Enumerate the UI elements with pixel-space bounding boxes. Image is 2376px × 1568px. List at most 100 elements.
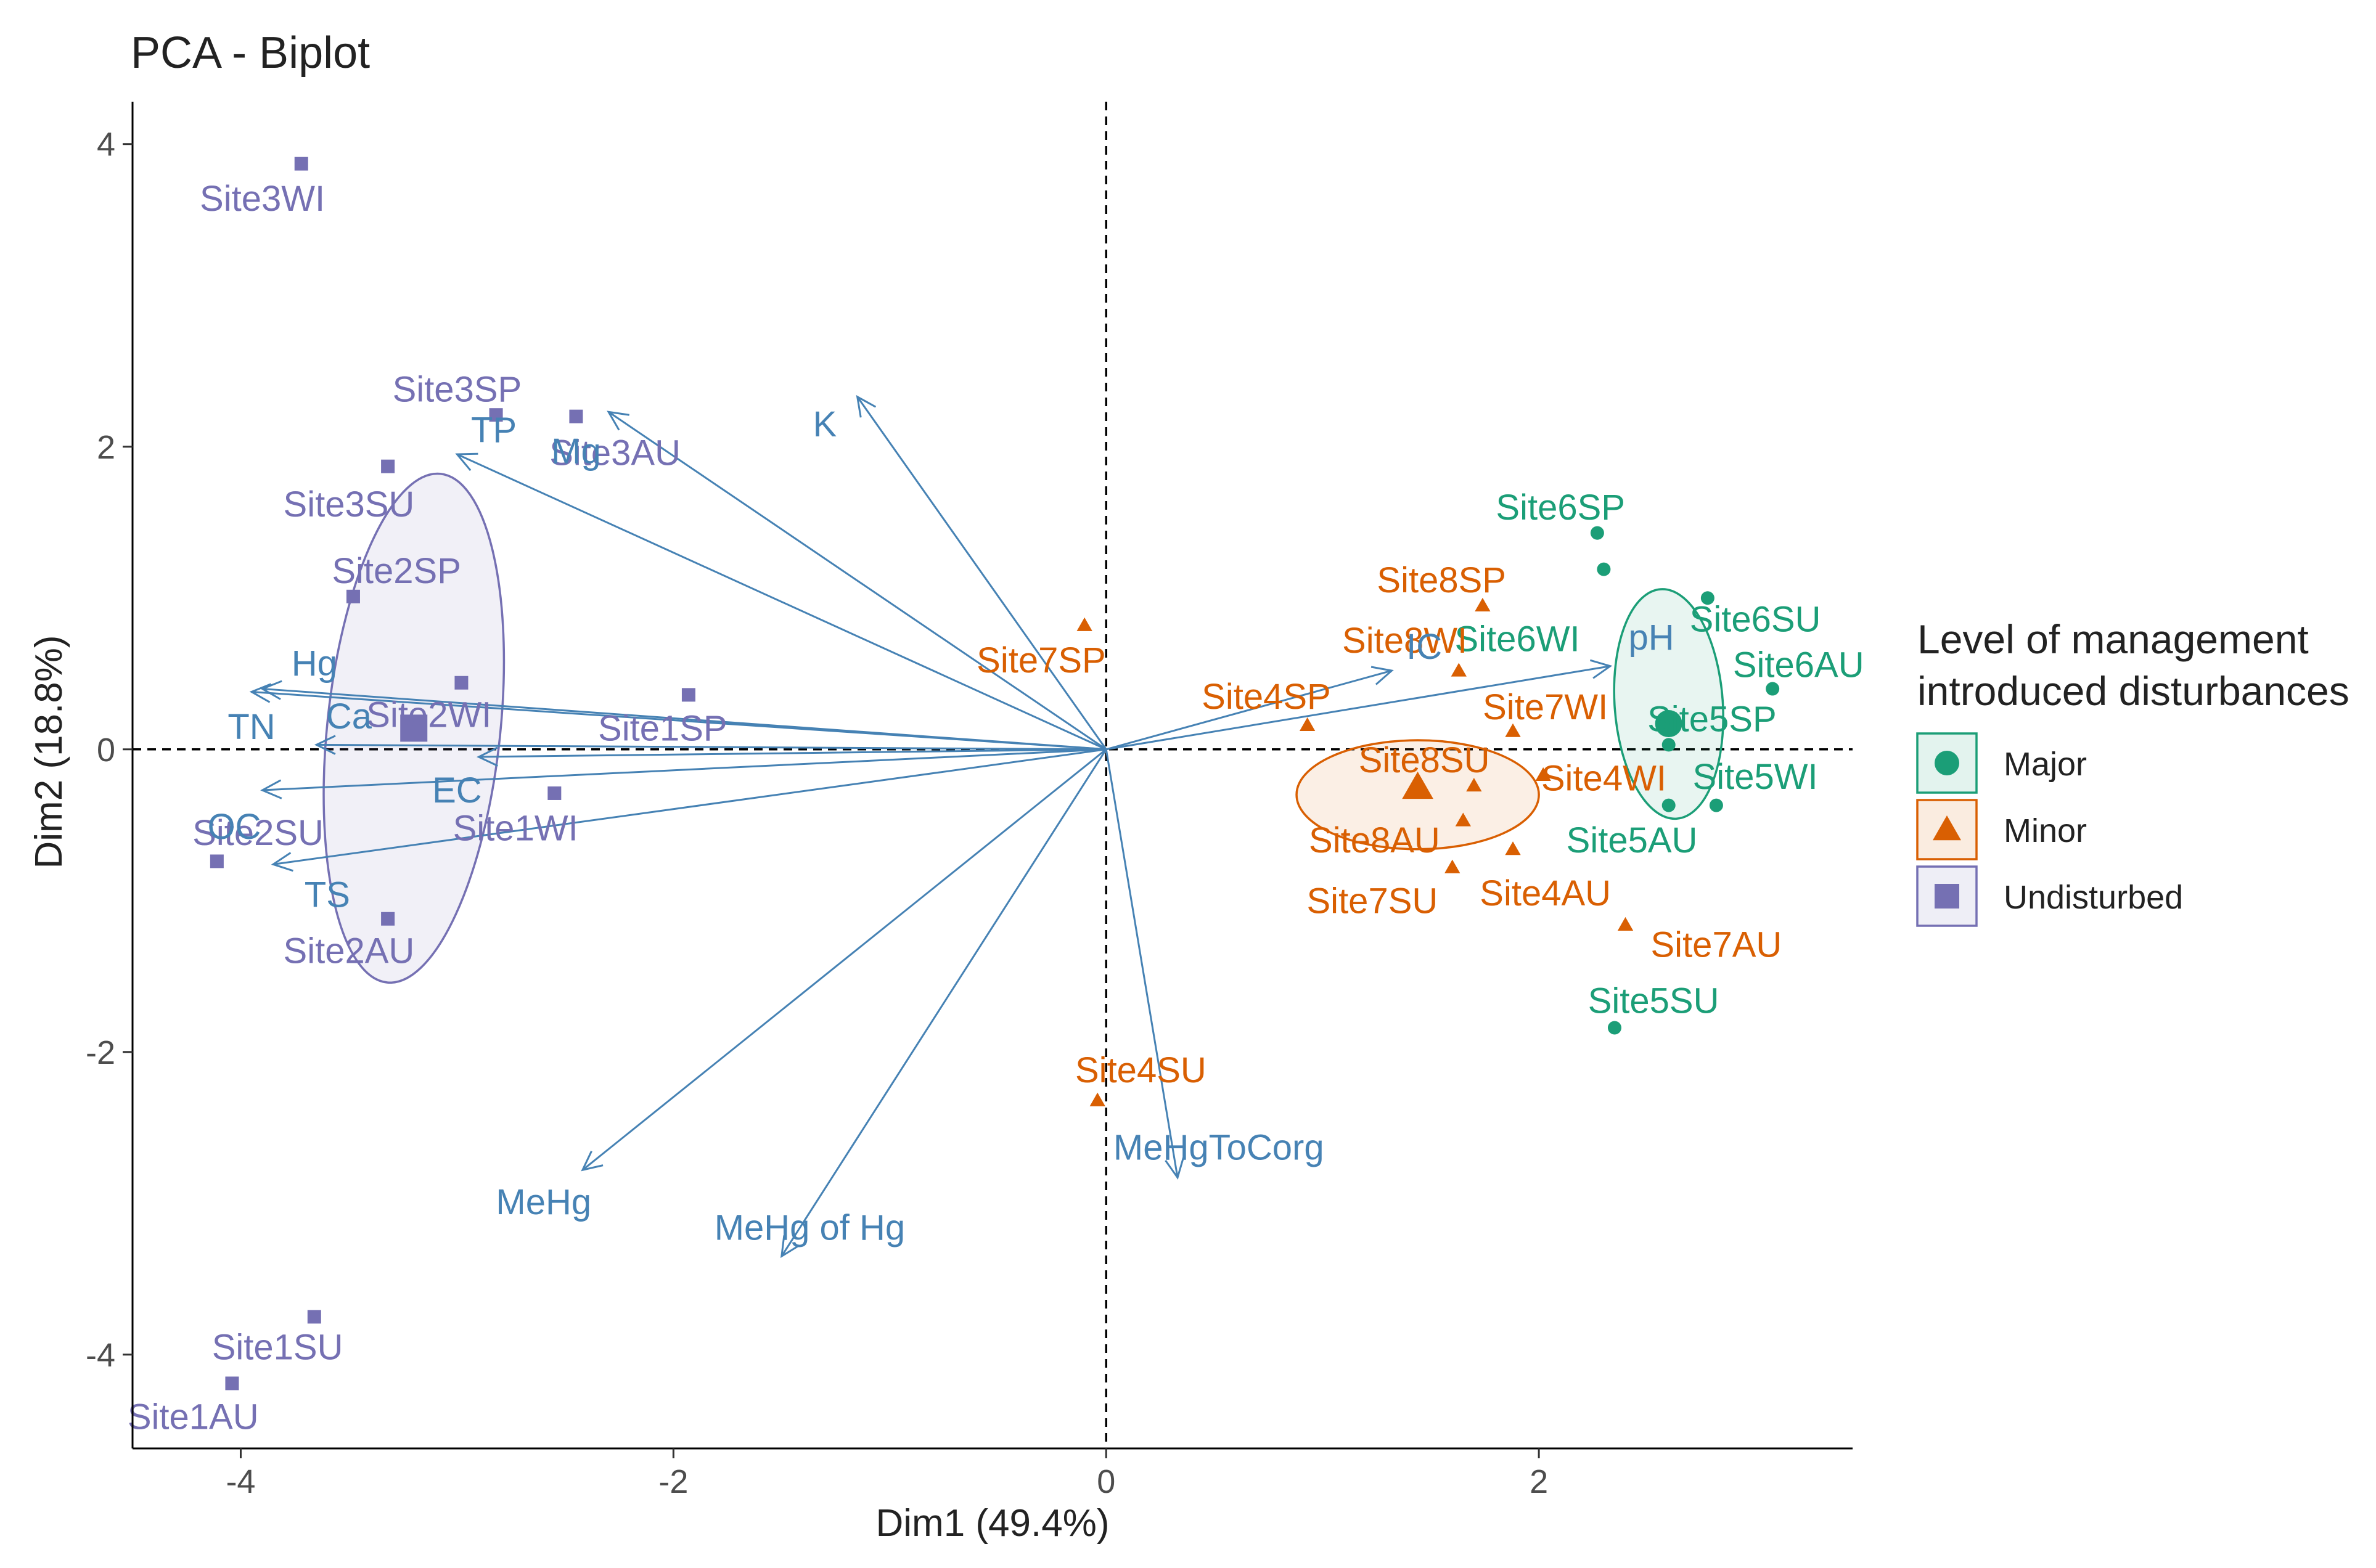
legend: Level of management introduced disturbanc… bbox=[1916, 616, 2349, 927]
variable-label: Mg bbox=[551, 431, 601, 472]
point-label: Site3SU bbox=[284, 484, 415, 525]
y-axis-label: Dim2 (18.8%) bbox=[28, 635, 70, 869]
point-label: Site6SP bbox=[1496, 488, 1625, 528]
point-label: Site5SU bbox=[1588, 981, 1719, 1021]
point-label: Site5SP bbox=[1647, 700, 1777, 740]
data-point-site6au bbox=[1766, 682, 1780, 696]
x-tick-label: 0 bbox=[1097, 1463, 1115, 1500]
legend-entry-label: Undisturbed bbox=[2004, 879, 2183, 916]
group-centroid-minor bbox=[1402, 771, 1433, 799]
arrow-head bbox=[581, 1150, 604, 1172]
arrow-head bbox=[271, 852, 293, 872]
data-point-site7au bbox=[1617, 917, 1634, 931]
variable-arrow-ec bbox=[478, 748, 1107, 758]
y-tick-label: -2 bbox=[86, 1034, 115, 1071]
point-label: Site2SU bbox=[192, 813, 324, 853]
variable-label: EC bbox=[432, 770, 482, 811]
variable-arrow-mehgtocorg bbox=[1105, 749, 1179, 1178]
point-label: Site6AU bbox=[1733, 645, 1864, 685]
arrow-head bbox=[856, 394, 877, 418]
confidence-ellipse-major bbox=[1613, 588, 1724, 820]
point-label: Site2AU bbox=[284, 931, 415, 971]
point-label: Site1WI bbox=[453, 808, 578, 848]
arrow-head bbox=[1589, 659, 1613, 679]
point-label: Site2WI bbox=[366, 695, 491, 735]
data-point-site8au bbox=[1455, 812, 1471, 827]
point-label: Site7WI bbox=[1483, 687, 1608, 727]
point-label: Site7SP bbox=[977, 640, 1106, 680]
point-label: Site7AU bbox=[1651, 925, 1782, 965]
point-label: Site6WI bbox=[1455, 619, 1580, 659]
point-label: Site1SU bbox=[212, 1328, 343, 1368]
variable-arrow-mehg bbox=[582, 748, 1107, 1171]
variable-arrow-mehg-of-hg bbox=[780, 748, 1107, 1257]
group-centroid-major bbox=[1655, 710, 1682, 738]
data-point-site6su bbox=[1700, 591, 1714, 605]
data-point-site2au bbox=[381, 912, 395, 926]
data-point-site8sp bbox=[1475, 597, 1491, 612]
data-point-site5wi bbox=[1709, 798, 1723, 812]
data-point-site1au bbox=[225, 1376, 239, 1390]
point-label: Site2SP bbox=[332, 551, 461, 591]
variable-arrow-ts bbox=[272, 748, 1107, 865]
x-tick-label: -4 bbox=[226, 1463, 255, 1500]
x-tick-label: -2 bbox=[658, 1463, 688, 1500]
arrow-head bbox=[249, 683, 272, 703]
arrow-head bbox=[607, 410, 629, 431]
point-label: Site3SP bbox=[393, 369, 522, 409]
data-point-site4su bbox=[1089, 1092, 1105, 1106]
point-label: Site4SU bbox=[1075, 1050, 1206, 1090]
variable-label: MeHg bbox=[496, 1182, 591, 1222]
variable-label: OC bbox=[207, 807, 261, 847]
arrow-head bbox=[455, 452, 478, 472]
data-point-site1wi bbox=[547, 786, 562, 800]
data-point-site5au bbox=[1661, 798, 1676, 812]
variable-label: MeHg of Hg bbox=[715, 1208, 905, 1248]
chart-title: PCA - Biplot bbox=[131, 28, 370, 78]
point-label: Site4WI bbox=[1541, 758, 1666, 798]
arrow-head bbox=[260, 779, 282, 799]
variable-arrow-ph bbox=[1106, 665, 1611, 751]
data-point-site2su bbox=[210, 854, 224, 868]
point-label: Site1AU bbox=[128, 1397, 259, 1437]
data-point-site8wi bbox=[1451, 663, 1467, 677]
data-point-site1su bbox=[307, 1310, 321, 1324]
arrow-head bbox=[1165, 1157, 1185, 1180]
legend-title: introduced disturbances bbox=[1917, 668, 2349, 714]
point-label: Site8SU bbox=[1359, 740, 1490, 780]
y-tick-label: 4 bbox=[97, 126, 115, 163]
point-label: Site4AU bbox=[1480, 873, 1611, 913]
data-point-site3su bbox=[381, 459, 395, 473]
arrow-head bbox=[1370, 666, 1394, 685]
point-label: Site5WI bbox=[1693, 757, 1818, 797]
legend-marker-undisturbed bbox=[1935, 884, 1959, 909]
variable-arrow-k bbox=[856, 396, 1107, 750]
data-point-site3sp bbox=[489, 408, 503, 422]
data-point-site5su bbox=[1607, 1021, 1621, 1035]
point-label: Site6SU bbox=[1690, 600, 1821, 640]
point-label: Site5AU bbox=[1567, 820, 1698, 860]
data-point-site7wi bbox=[1505, 723, 1521, 737]
variable-arrow-ca bbox=[316, 743, 1107, 751]
variable-label: Ca bbox=[326, 696, 372, 737]
data-point-site4sp bbox=[1299, 717, 1316, 731]
variable-arrow-ic bbox=[1105, 669, 1392, 751]
data-point-site3wi bbox=[294, 157, 308, 171]
x-axis-label: Dim1 (49.4%) bbox=[876, 1502, 1110, 1545]
arrow-head bbox=[780, 1235, 800, 1259]
point-label: Site8AU bbox=[1309, 820, 1440, 860]
group-centroid-undisturbed bbox=[400, 714, 428, 742]
axes: -4 -2 0 2 -4 -2 0 2 4 bbox=[86, 102, 1853, 1500]
data-point-site2sp bbox=[346, 589, 360, 603]
variable-label: TS bbox=[305, 875, 350, 915]
data-point-site4wi bbox=[1535, 767, 1551, 781]
point-label: Site7SU bbox=[1307, 881, 1438, 921]
variable-arrow-tp bbox=[456, 453, 1107, 751]
data-point-site8su bbox=[1466, 778, 1482, 792]
point-label: Site8WI bbox=[1342, 621, 1467, 661]
arrow-head bbox=[477, 746, 498, 767]
point-label: Site4SP bbox=[1202, 677, 1331, 717]
point-label: Site8SP bbox=[1377, 560, 1506, 600]
variable-arrow-mg bbox=[608, 411, 1107, 751]
